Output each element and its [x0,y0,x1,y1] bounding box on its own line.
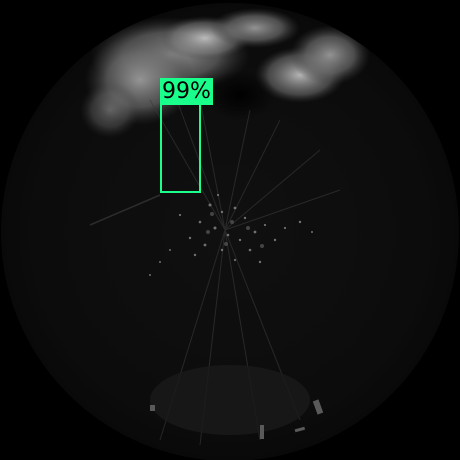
detection-confidence-label: 99% [160,78,213,105]
